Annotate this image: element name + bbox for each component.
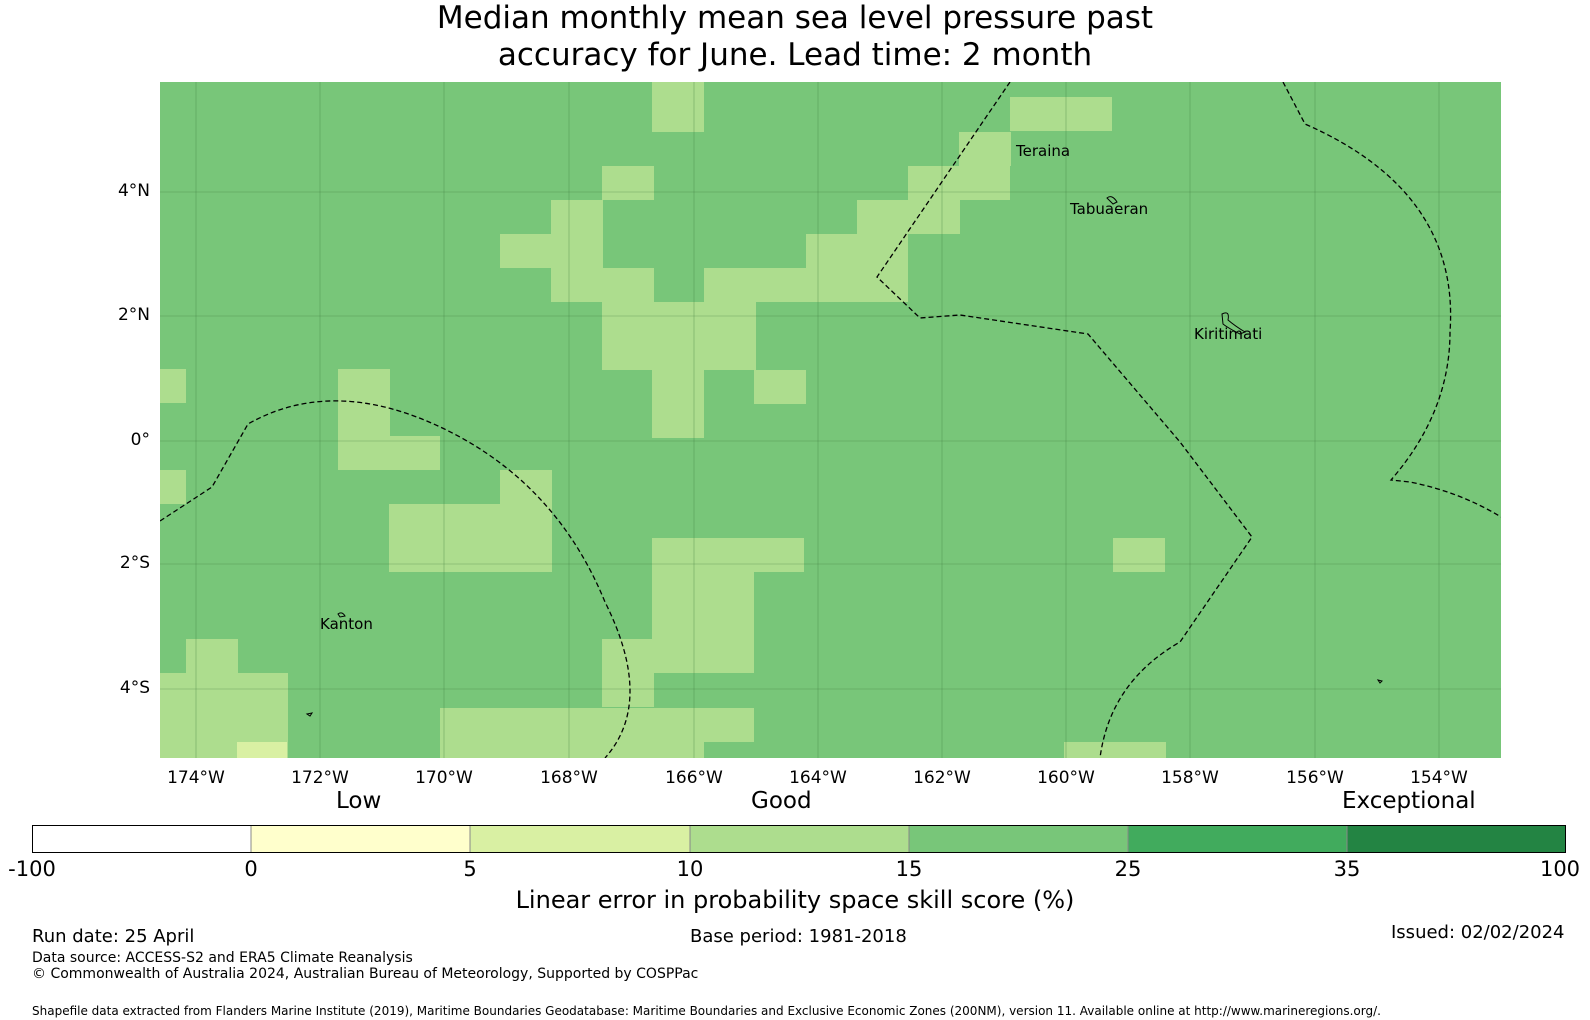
colorbar-segment	[690, 825, 909, 853]
skill-cell	[440, 708, 704, 758]
colorbar-tick: 0	[244, 857, 258, 881]
skill-cell	[160, 470, 186, 504]
skill-cell	[500, 234, 602, 268]
lon-tick-174w: 174°W	[167, 768, 225, 788]
skill-cell	[237, 742, 287, 758]
copyright-notice: © Commonwealth of Australia 2024, Austra…	[32, 966, 699, 982]
lon-tick-160w: 160°W	[1037, 768, 1095, 788]
colorbar-tick: 15	[895, 857, 923, 881]
eez-boundaries	[159, 81, 1502, 759]
island-outline	[1376, 679, 1383, 684]
lon-tick-156w: 156°W	[1286, 768, 1344, 788]
skill-map: Teraina Tabuaeran Kiritimati Kanton	[159, 81, 1502, 759]
skill-cell	[602, 673, 654, 707]
eez-boundary-line	[1282, 81, 1502, 518]
skill-cell	[1113, 538, 1165, 572]
lat-tick-2s: 2°S	[119, 553, 150, 573]
colorbar-segment	[909, 825, 1128, 853]
island-outline	[1106, 196, 1118, 205]
skill-cell	[1010, 97, 1112, 131]
skill-cell	[704, 268, 806, 302]
skill-cell	[908, 200, 960, 234]
skill-cell	[652, 370, 704, 438]
colorbar-segment	[32, 825, 251, 853]
place-label-teraina: Teraina	[1015, 142, 1070, 160]
lon-tick-170w: 170°W	[415, 768, 473, 788]
base-period: Base period: 1981-2018	[690, 926, 907, 947]
colorbar-segment	[251, 825, 470, 853]
skill-cell	[160, 369, 186, 403]
run-date: Run date: 25 April	[32, 926, 195, 947]
island-outline	[337, 612, 346, 618]
skill-cell	[806, 234, 908, 302]
lon-tick-158w: 158°W	[1161, 768, 1219, 788]
shapefile-credit: Shapefile data extracted from Flanders M…	[32, 1004, 1381, 1018]
skill-cell	[389, 504, 491, 572]
eez-boundary-line	[876, 81, 1253, 759]
colorbar-tick: 100	[1539, 857, 1581, 881]
place-labels: Teraina Tabuaeran Kiritimati Kanton	[320, 142, 1262, 633]
place-label-kiritimati: Kiritimati	[1194, 325, 1262, 343]
eez-boundary-line	[159, 400, 631, 759]
colorbar-segment	[1128, 825, 1347, 853]
lon-tick-172w: 172°W	[291, 768, 349, 788]
skill-cell	[754, 370, 806, 404]
colorbar-tick: 10	[676, 857, 704, 881]
lat-tick-0: 0°	[130, 430, 150, 450]
skill-cell	[652, 82, 704, 132]
skill-cell	[602, 268, 654, 302]
lon-tick-162w: 162°W	[913, 768, 971, 788]
chart-title-line2: accuracy for June. Lead time: 2 month	[497, 37, 1093, 73]
skill-cell	[908, 166, 1010, 200]
lat-tick-2n: 2°N	[117, 305, 150, 325]
colorbar	[32, 825, 1566, 853]
lon-tick-164w: 164°W	[789, 768, 847, 788]
colorbar-tick: -100	[8, 857, 56, 881]
data-source: Data source: ACCESS-S2 and ERA5 Climate …	[32, 950, 413, 966]
skill-cell	[959, 132, 1011, 166]
colorbar-segment	[1347, 825, 1566, 853]
colorbar-category-low: Low	[336, 788, 382, 814]
colorbar-category-exceptional: Exceptional	[1342, 788, 1476, 814]
colorbar-tick: 25	[1114, 857, 1142, 881]
skill-cell	[500, 470, 552, 504]
skill-cell	[704, 708, 754, 742]
skill-cells	[160, 82, 1166, 758]
chart-title-line1: Median monthly mean sea level pressure p…	[436, 0, 1154, 36]
lat-tick-4s: 4°S	[119, 678, 150, 698]
skill-cell	[652, 336, 754, 370]
skill-cell	[602, 639, 754, 673]
skill-cell	[602, 166, 654, 200]
colorbar-segment	[470, 825, 690, 853]
place-label-tabuaeran: Tabuaeran	[1069, 200, 1148, 218]
skill-cell	[1064, 742, 1166, 758]
colorbar-tick: 35	[1333, 857, 1361, 881]
colorbar-frame	[32, 825, 1566, 853]
skill-map-svg: Teraina Tabuaeran Kiritimati Kanton	[159, 81, 1502, 759]
island-outline	[1221, 312, 1247, 335]
lat-tick-4n: 4°N	[117, 181, 150, 201]
colorbar-category-good: Good	[751, 788, 812, 814]
lon-tick-168w: 168°W	[540, 768, 598, 788]
island-outline	[305, 712, 314, 717]
lon-tick-166w: 166°W	[665, 768, 723, 788]
colorbar-dividers	[250, 825, 1348, 853]
island-outlines	[305, 196, 1383, 717]
place-label-kanton: Kanton	[320, 615, 373, 633]
issued-date: Issued: 02/02/2024	[1391, 922, 1565, 943]
colorbar-svg	[32, 825, 1566, 853]
colorbar-label: Linear error in probability space skill …	[515, 886, 1075, 914]
colorbar-tick: 5	[463, 857, 477, 881]
graticule	[160, 82, 1501, 758]
skill-cell	[338, 436, 440, 470]
lon-tick-154w: 154°W	[1410, 768, 1468, 788]
